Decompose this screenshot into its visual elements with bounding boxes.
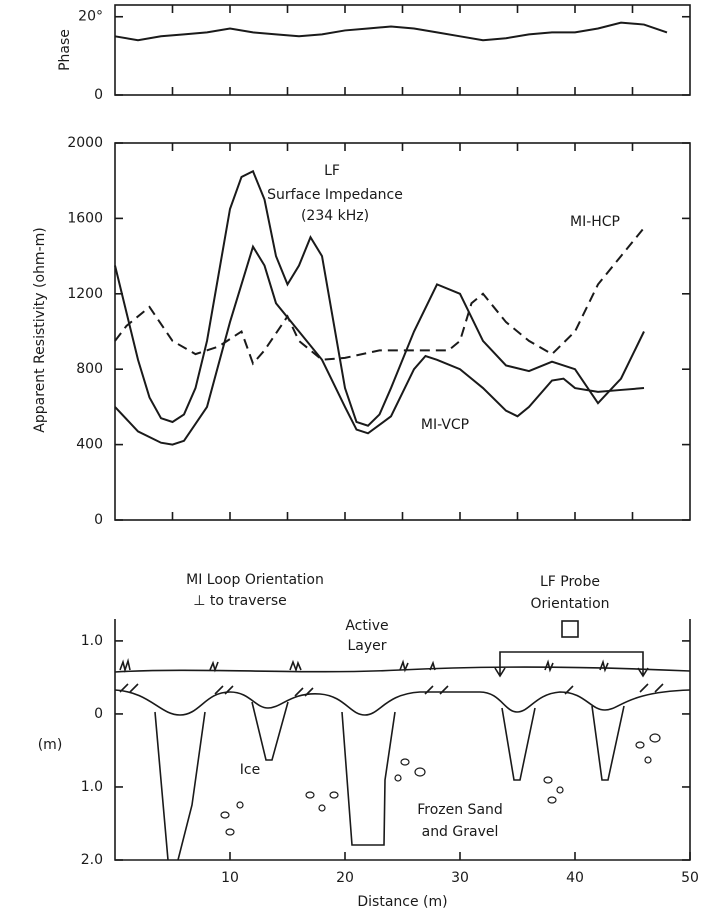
annotation: LF Probe — [540, 574, 600, 590]
ice-wedge — [341, 711, 396, 846]
y-tick-label: 1200 — [67, 286, 103, 302]
annotation: Orientation — [530, 596, 609, 612]
active-layer-base — [114, 689, 691, 716]
annotation: Ice — [240, 762, 260, 778]
hatch — [119, 683, 664, 697]
y-tick-label: 2000 — [67, 135, 103, 151]
y-axis-label: Phase — [57, 29, 73, 71]
x-axis-label: Distance (m) — [357, 894, 447, 910]
series-line — [114, 169, 645, 427]
y-tick-label: 1600 — [67, 210, 103, 226]
ice-wedge — [251, 701, 289, 761]
series-label: MI-VCP — [421, 417, 469, 433]
annotation: (234 kHz) — [301, 208, 369, 224]
y-tick-label: 1.0 — [81, 633, 103, 649]
annotation: and Gravel — [422, 824, 499, 840]
grass — [119, 658, 609, 673]
annotation: MI Loop Orientation — [186, 572, 324, 588]
series-label: LF — [324, 163, 340, 179]
x-tick-label: 50 — [681, 870, 699, 886]
annotation: ⊥ to traverse — [193, 593, 287, 609]
y-tick-label: 20° — [78, 9, 103, 25]
x-tick-label: 20 — [336, 870, 354, 886]
x-tick-label: 40 — [566, 870, 584, 886]
y-tick-label: 400 — [76, 437, 103, 453]
x-tick-label: 10 — [221, 870, 239, 886]
y-axis-label: Apparent Resistivity (ohm-m) — [32, 227, 48, 432]
annotation: Frozen Sand — [417, 802, 503, 818]
series-label: MI-HCP — [570, 214, 620, 230]
y-tick-label: 2.0 — [81, 852, 103, 868]
probe — [561, 620, 579, 638]
y-tick-label: 800 — [76, 361, 103, 377]
y-axis-label: (m) — [38, 737, 63, 753]
probe-bracket — [494, 651, 649, 678]
annotation: Active — [345, 618, 388, 634]
series-line — [114, 244, 645, 446]
annotation: Layer — [347, 638, 386, 654]
series-line — [114, 227, 645, 366]
annotation: Surface Impedance — [267, 187, 403, 203]
y-tick-label: 1.0 — [81, 779, 103, 795]
plot-frame — [114, 4, 691, 96]
cross-section-drawing — [114, 620, 691, 861]
series-line — [114, 21, 668, 42]
ice-wedge — [154, 711, 206, 861]
ice-wedge — [501, 707, 536, 781]
gravel — [220, 733, 661, 836]
x-tick-label: 30 — [451, 870, 469, 886]
y-tick-label: 0 — [94, 87, 103, 103]
axes — [114, 619, 691, 861]
y-tick-label: 0 — [94, 512, 103, 528]
ice-wedge — [591, 705, 625, 781]
y-tick-label: 0 — [94, 706, 103, 722]
